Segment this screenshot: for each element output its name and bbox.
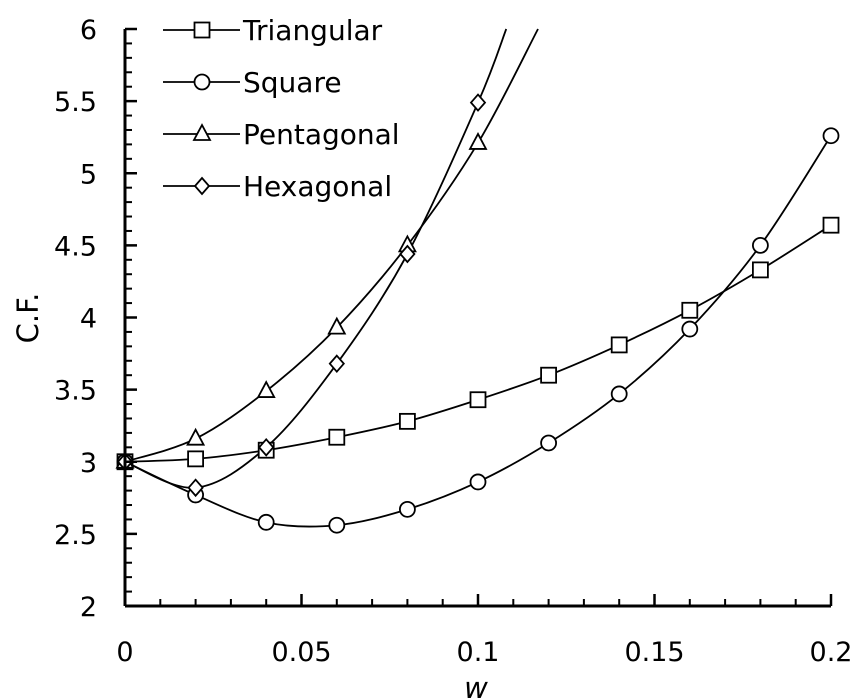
data-point-triangular <box>610 336 628 354</box>
data-point-square <box>469 473 487 491</box>
data-point-square <box>257 513 275 531</box>
data-point-triangular <box>752 261 769 279</box>
data-point-square <box>681 320 699 338</box>
legend-label-triangular: Triangular <box>242 14 383 47</box>
data-point-hexagonal <box>469 93 487 112</box>
data-point-triangular <box>681 301 699 319</box>
data-point-triangular <box>469 391 487 409</box>
legend-marker-square <box>193 73 211 91</box>
y-tick-label: 5.5 <box>54 87 97 118</box>
data-point-hexagonal <box>399 244 416 264</box>
data-point-triangular <box>328 428 346 446</box>
data-point-square <box>610 385 628 403</box>
y-tick-label: 4 <box>80 304 97 335</box>
data-point-triangular <box>398 412 416 430</box>
data-point-pentagonal <box>256 380 276 398</box>
plot-markers <box>115 93 840 534</box>
data-point-pentagonal <box>327 316 347 335</box>
y-tick-label: 3.5 <box>54 376 97 407</box>
legend-label-pentagonal: Pentagonal <box>243 118 400 151</box>
x-tick-label: 0.2 <box>810 637 853 668</box>
x-axis-label: w <box>464 671 488 700</box>
legend-label-hexagonal: Hexagonal <box>243 170 392 203</box>
data-point-hexagonal <box>187 478 204 498</box>
y-tick-label: 6 <box>80 15 97 46</box>
data-point-square <box>822 127 840 145</box>
x-tick-label: 0 <box>116 637 133 668</box>
x-tick-label: 0.05 <box>271 637 331 668</box>
data-point-triangular <box>187 450 205 468</box>
data-point-square <box>328 516 346 534</box>
data-point-pentagonal <box>468 132 488 150</box>
legend-marker-triangular <box>193 21 211 39</box>
data-point-square <box>398 500 416 518</box>
data-point-triangular <box>540 366 557 384</box>
legend-label-square: Square <box>243 66 342 99</box>
legend-marker-pentagonal <box>192 123 212 141</box>
x-tick-label: 0.1 <box>457 637 500 668</box>
series-line-square <box>124 135 832 528</box>
data-point-hexagonal <box>328 354 345 374</box>
data-point-triangular <box>822 216 840 234</box>
axes <box>123 27 833 608</box>
data-point-hexagonal <box>258 437 275 457</box>
data-point-square <box>540 434 557 452</box>
y-tick-label: 2.5 <box>54 520 97 551</box>
y-tick-label: 2 <box>80 592 97 623</box>
data-point-square <box>752 236 769 254</box>
y-axis-label: C.F. <box>11 293 45 344</box>
series-line-triangular <box>124 224 832 463</box>
y-tick-label: 5 <box>80 159 97 190</box>
data-point-pentagonal <box>186 427 206 446</box>
legend: Triangular Square Pentagonal Hexagonal <box>163 14 400 203</box>
y-tick-label: 3 <box>80 448 97 479</box>
legend-marker-hexagonal <box>193 176 211 196</box>
y-tick-label: 4.5 <box>54 231 97 262</box>
x-tick-label: 0.15 <box>624 637 684 668</box>
tick-labels: 2 2.5 3 3.5 4 4.5 5 5.5 6 0 0.05 0.1 0.15 0.2 <box>54 15 852 668</box>
